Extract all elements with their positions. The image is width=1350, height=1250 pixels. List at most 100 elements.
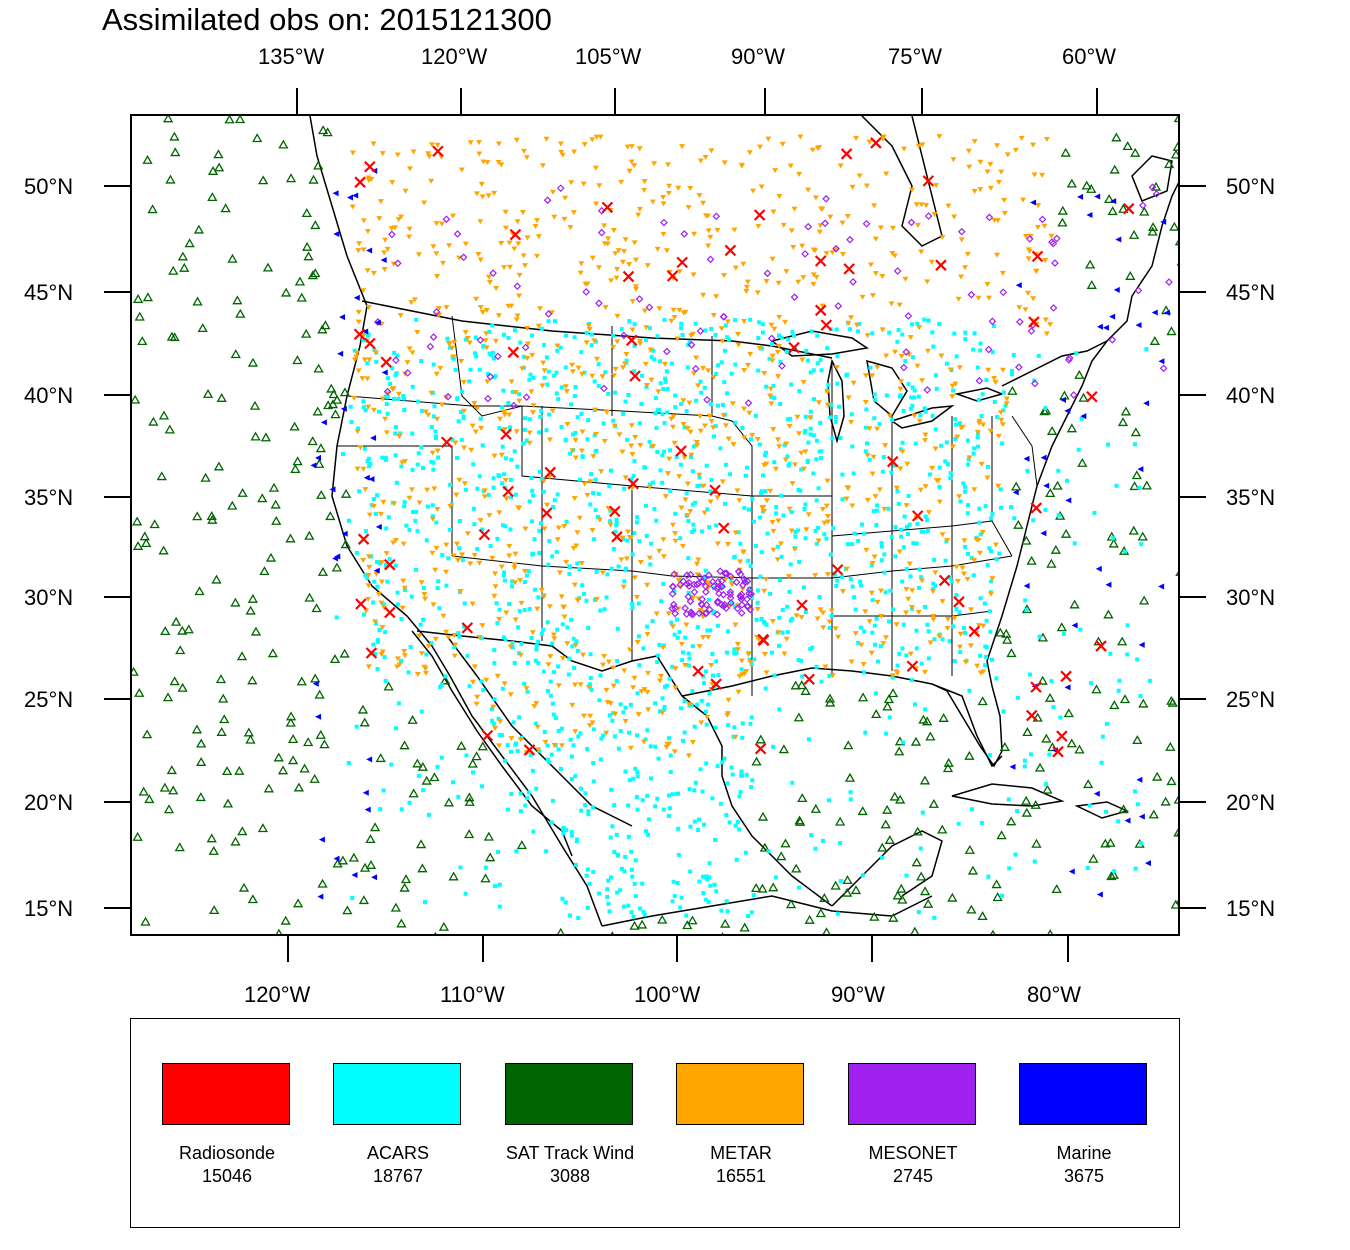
acars-marker <box>536 639 541 644</box>
acars-marker <box>569 777 574 782</box>
sat-track-wind-marker <box>1108 869 1119 879</box>
metar-marker <box>462 330 469 336</box>
metar-marker <box>848 659 855 665</box>
acars-marker <box>704 722 709 727</box>
acars-marker <box>597 698 602 703</box>
top-lon-tick <box>921 88 923 114</box>
metar-marker <box>680 310 687 316</box>
acars-marker <box>1076 447 1081 452</box>
sat-track-wind-marker <box>166 765 177 775</box>
metar-marker <box>477 305 484 311</box>
metar-marker <box>551 214 558 220</box>
acars-marker <box>593 339 598 344</box>
metar-marker <box>949 394 956 400</box>
metar-marker <box>674 336 681 342</box>
sat-track-wind-marker <box>133 294 144 303</box>
legend-item-mesonet[interactable]: MESONET 2745 <box>848 1063 978 1186</box>
metar-marker <box>793 613 800 619</box>
acars-marker <box>603 370 608 375</box>
acars-marker <box>546 760 551 765</box>
sat-track-wind-marker <box>1063 708 1074 718</box>
metar-marker <box>511 562 518 568</box>
metar-marker <box>858 642 865 648</box>
metar-marker <box>985 295 992 301</box>
acars-marker <box>523 416 528 421</box>
acars-marker <box>772 673 777 678</box>
acars-marker <box>966 457 971 462</box>
acars-marker <box>1108 651 1113 656</box>
acars-marker <box>758 515 763 520</box>
acars-marker <box>561 831 566 836</box>
acars-marker <box>1116 819 1121 824</box>
acars-marker <box>352 348 357 353</box>
acars-marker <box>878 644 883 649</box>
acars-marker <box>994 557 999 562</box>
metar-marker <box>516 398 523 404</box>
acars-marker <box>750 496 755 501</box>
acars-marker <box>647 439 652 444</box>
acars-marker <box>777 615 782 620</box>
metar-marker <box>501 265 508 271</box>
acars-marker <box>984 378 989 383</box>
metar-marker <box>608 278 615 284</box>
legend-item-radiosonde[interactable]: Radiosonde 15046 <box>162 1063 292 1186</box>
metar-marker <box>519 366 526 372</box>
metar-marker <box>880 641 887 647</box>
acars-marker <box>693 500 698 505</box>
acars-marker <box>679 895 684 900</box>
metar-marker <box>688 333 695 339</box>
metar-marker <box>945 616 952 622</box>
mesonet-marker <box>1148 183 1157 192</box>
legend-item-marine[interactable]: Marine 3675 <box>1019 1063 1149 1186</box>
sat-track-wind-marker <box>825 697 836 707</box>
acars-marker <box>722 380 727 385</box>
metar-marker <box>512 390 519 396</box>
acars-marker <box>662 684 667 689</box>
metar-marker <box>894 671 901 677</box>
acars-marker <box>1117 678 1122 683</box>
metar-marker <box>364 376 371 382</box>
metar-marker <box>604 700 611 706</box>
radiosonde-marker <box>1060 670 1072 683</box>
legend-item-metar[interactable]: METAR 16551 <box>676 1063 806 1186</box>
metar-marker <box>549 189 556 195</box>
acars-marker <box>632 881 637 886</box>
legend-item-sat-track-wind[interactable]: SAT Track Wind 3088 <box>505 1063 635 1186</box>
acars-marker <box>555 348 560 353</box>
acars-marker <box>447 527 452 532</box>
acars-marker <box>978 653 983 658</box>
metar-marker <box>431 486 438 492</box>
metar-marker <box>400 541 407 547</box>
sat-track-wind-marker <box>164 424 175 434</box>
metar-marker <box>771 326 778 332</box>
metar-marker <box>477 518 484 524</box>
acars-marker <box>1029 752 1034 757</box>
metar-marker <box>522 526 529 532</box>
marine-marker <box>1012 489 1019 496</box>
metar-marker <box>999 367 1006 373</box>
acars-marker <box>545 620 550 625</box>
metar-marker <box>747 660 754 666</box>
acars-marker <box>526 790 531 795</box>
acars-marker <box>375 560 380 565</box>
legend-item-acars[interactable]: ACARS 18767 <box>333 1063 463 1186</box>
acars-marker <box>703 568 708 573</box>
observation-map[interactable] <box>130 114 1180 936</box>
acars-marker <box>502 578 507 583</box>
acars-marker <box>856 538 861 543</box>
bottom-lon-label: 90°W <box>831 982 886 1007</box>
acars-marker <box>402 500 407 505</box>
metar-marker <box>600 662 607 668</box>
acars-marker <box>1006 797 1011 802</box>
metar-marker <box>539 383 546 389</box>
acars-marker <box>684 491 689 496</box>
acars-marker <box>404 523 409 528</box>
metar-marker <box>397 313 404 319</box>
acars-marker <box>709 326 714 331</box>
acars-marker <box>754 617 759 622</box>
acars-marker <box>909 395 914 400</box>
metar-marker <box>871 554 878 560</box>
acars-marker <box>1061 631 1066 636</box>
sat-track-wind-marker <box>257 823 269 833</box>
radiosonde-marker <box>911 510 924 522</box>
